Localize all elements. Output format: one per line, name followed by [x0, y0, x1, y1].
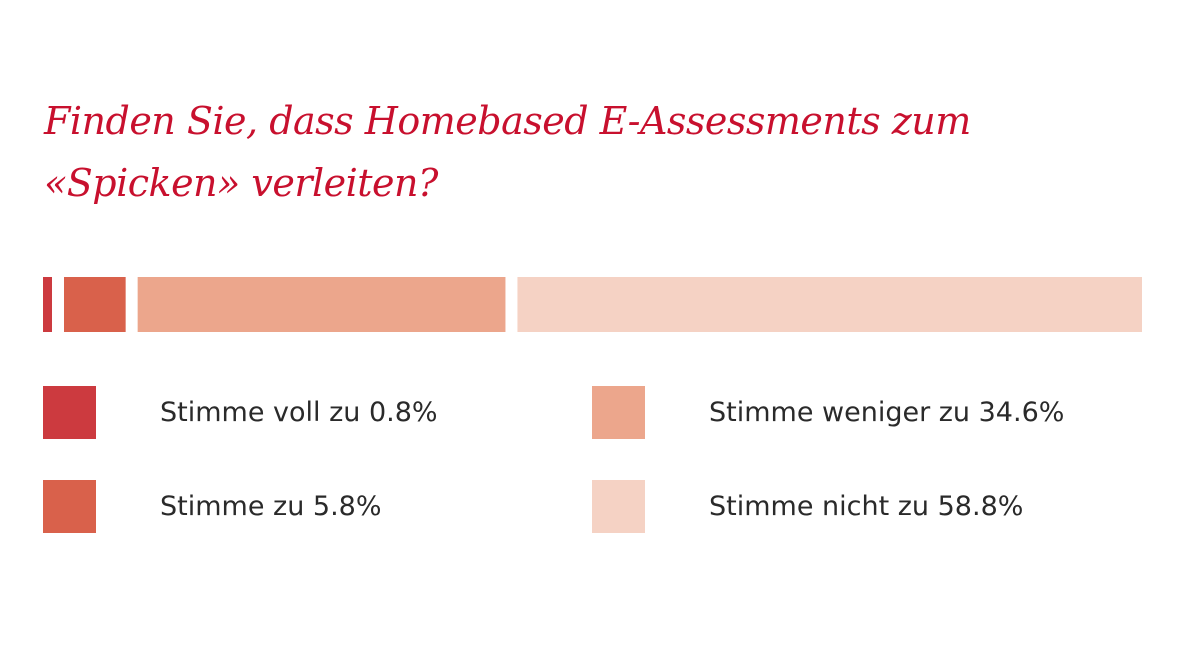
bar-segment-stimme-nicht-zu — [517, 277, 1142, 332]
stacked-bar-svg — [43, 277, 1142, 332]
legend-label: Stimme nicht zu 58.8% — [709, 491, 1024, 522]
bar-segment-stimme-voll-zu — [43, 277, 52, 332]
legend-swatch — [43, 386, 96, 439]
legend-swatch — [43, 480, 96, 533]
legend-label: Stimme zu 5.8% — [160, 491, 382, 522]
stacked-bar — [43, 277, 1142, 332]
chart-title: Finden Sie, dass Homebased E-Assessments… — [44, 99, 971, 205]
legend-label: Stimme weniger zu 34.6% — [709, 397, 1065, 428]
legend-swatch — [592, 386, 645, 439]
bar-segment-stimme-weniger-zu — [137, 277, 506, 332]
legend-label: Stimme voll zu 0.8% — [160, 397, 438, 428]
bar-segment-stimme-zu — [64, 277, 126, 332]
legend-swatch — [592, 480, 645, 533]
